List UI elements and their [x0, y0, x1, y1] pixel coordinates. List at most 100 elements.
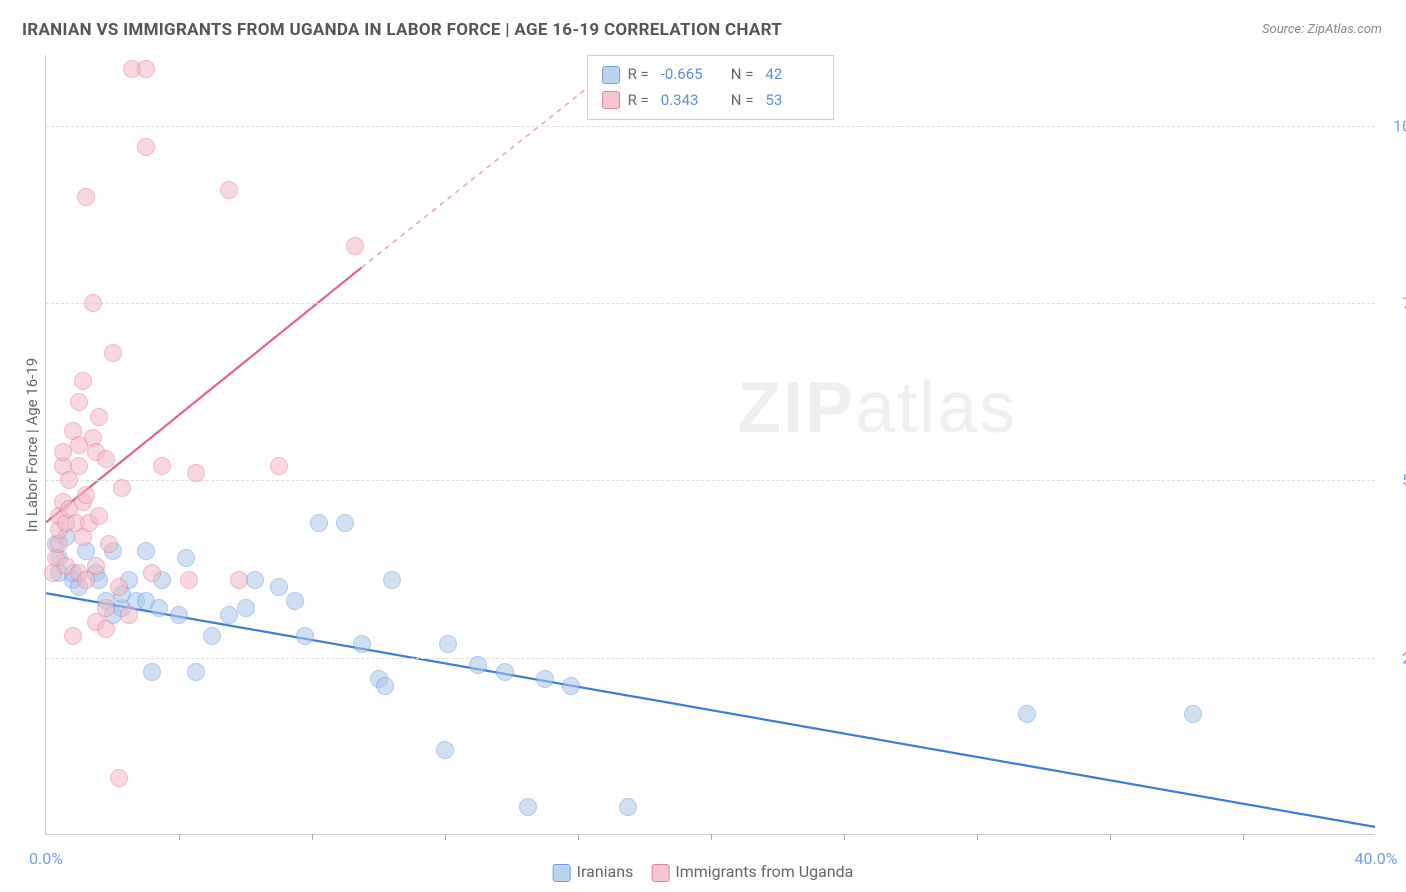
scatter-point	[220, 181, 238, 199]
scatter-point	[562, 677, 580, 695]
y-axis-label: In Labor Force | Age 16-19	[23, 357, 41, 531]
scatter-point	[137, 542, 155, 560]
legend-swatch	[553, 864, 571, 882]
gridline-h	[46, 126, 1375, 127]
y-tick-label: 50.0%	[1385, 471, 1406, 490]
stat-r-label: R =	[628, 88, 649, 114]
scatter-point	[87, 557, 105, 575]
watermark-atlas: atlas	[855, 368, 1017, 448]
scatter-point	[469, 656, 487, 674]
scatter-point	[353, 635, 371, 653]
scatter-point	[90, 408, 108, 426]
legend-swatch	[602, 66, 620, 84]
scatter-point	[187, 663, 205, 681]
chart-title: IRANIAN VS IMMIGRANTS FROM UGANDA IN LAB…	[22, 20, 782, 40]
scatter-point	[270, 457, 288, 475]
scatter-point	[137, 138, 155, 156]
x-tick-minor	[1243, 834, 1244, 840]
scatter-point	[230, 571, 248, 589]
scatter-point	[383, 571, 401, 589]
x-tick-minor	[711, 834, 712, 840]
scatter-point	[153, 457, 171, 475]
scatter-point	[97, 620, 115, 638]
stat-n-label: N =	[731, 88, 754, 114]
scatter-point	[77, 486, 95, 504]
scatter-point	[187, 464, 205, 482]
scatter-point	[113, 479, 131, 497]
gridline-h	[46, 480, 1375, 481]
scatter-point	[143, 663, 161, 681]
y-tick-label: 25.0%	[1385, 648, 1406, 667]
scatter-point	[246, 571, 264, 589]
scatter-point	[110, 578, 128, 596]
trend-lines	[46, 55, 1375, 834]
trend-line	[46, 593, 1375, 827]
stat-n-value: 42	[765, 62, 819, 88]
scatter-point	[286, 592, 304, 610]
scatter-point	[439, 635, 457, 653]
legend-item: Iranians	[553, 862, 634, 882]
scatter-point	[536, 670, 554, 688]
legend-label: Iranians	[577, 862, 634, 881]
x-tick-minor	[1110, 834, 1111, 840]
scatter-point	[296, 627, 314, 645]
scatter-point	[220, 606, 238, 624]
scatter-point	[77, 188, 95, 206]
scatter-point	[90, 507, 108, 525]
stat-r-value: 0.343	[661, 88, 715, 114]
scatter-point	[170, 606, 188, 624]
x-tick-minor	[445, 834, 446, 840]
scatter-point	[1184, 705, 1202, 723]
correlation-legend: R = -0.665 N = 42 R = 0.343 N = 53	[587, 55, 835, 120]
source-attribution: Source: ZipAtlas.com	[1262, 22, 1382, 37]
gridline-h	[46, 303, 1375, 304]
legend-row: R = -0.665 N = 42	[602, 62, 820, 88]
scatter-point	[150, 599, 168, 617]
stat-r-value: -0.665	[661, 62, 715, 88]
scatter-point	[237, 599, 255, 617]
scatter-point	[346, 237, 364, 255]
legend-row: R = 0.343 N = 53	[602, 88, 820, 114]
scatter-point	[100, 535, 118, 553]
x-tick-minor	[844, 834, 845, 840]
trend-line-extension	[362, 69, 611, 267]
scatter-point	[496, 663, 514, 681]
y-tick-label: 100.0%	[1385, 116, 1406, 135]
scatter-point	[619, 798, 637, 816]
scatter-point	[104, 344, 122, 362]
scatter-point	[1018, 705, 1036, 723]
x-tick-label: 0.0%	[29, 849, 63, 868]
watermark: ZIPatlas	[737, 367, 1017, 449]
scatter-point	[137, 60, 155, 78]
x-tick-minor	[312, 834, 313, 840]
scatter-point	[64, 627, 82, 645]
legend-swatch	[651, 864, 669, 882]
scatter-point	[97, 599, 115, 617]
scatter-point	[74, 372, 92, 390]
scatter-point	[270, 578, 288, 596]
scatter-point	[70, 393, 88, 411]
stat-r-label: R =	[628, 62, 649, 88]
gridline-h	[46, 658, 1375, 659]
scatter-point	[336, 514, 354, 532]
stat-n-value: 53	[765, 88, 819, 114]
stat-n-label: N =	[731, 62, 754, 88]
legend-label: Immigrants from Uganda	[675, 862, 853, 881]
scatter-point	[97, 450, 115, 468]
scatter-point	[70, 457, 88, 475]
scatter-point	[177, 549, 195, 567]
x-tick-minor	[578, 834, 579, 840]
scatter-point	[54, 443, 72, 461]
scatter-point	[310, 514, 328, 532]
scatter-point	[203, 627, 221, 645]
scatter-point	[143, 564, 161, 582]
series-legend: Iranians Immigrants from Uganda	[553, 862, 854, 882]
x-tick-minor	[179, 834, 180, 840]
x-tick-minor	[977, 834, 978, 840]
scatter-point	[436, 741, 454, 759]
scatter-point	[110, 769, 128, 787]
x-tick-label: 40.0%	[1355, 849, 1398, 868]
legend-swatch	[602, 91, 620, 109]
y-tick-label: 75.0%	[1385, 294, 1406, 313]
legend-item: Immigrants from Uganda	[651, 862, 853, 882]
